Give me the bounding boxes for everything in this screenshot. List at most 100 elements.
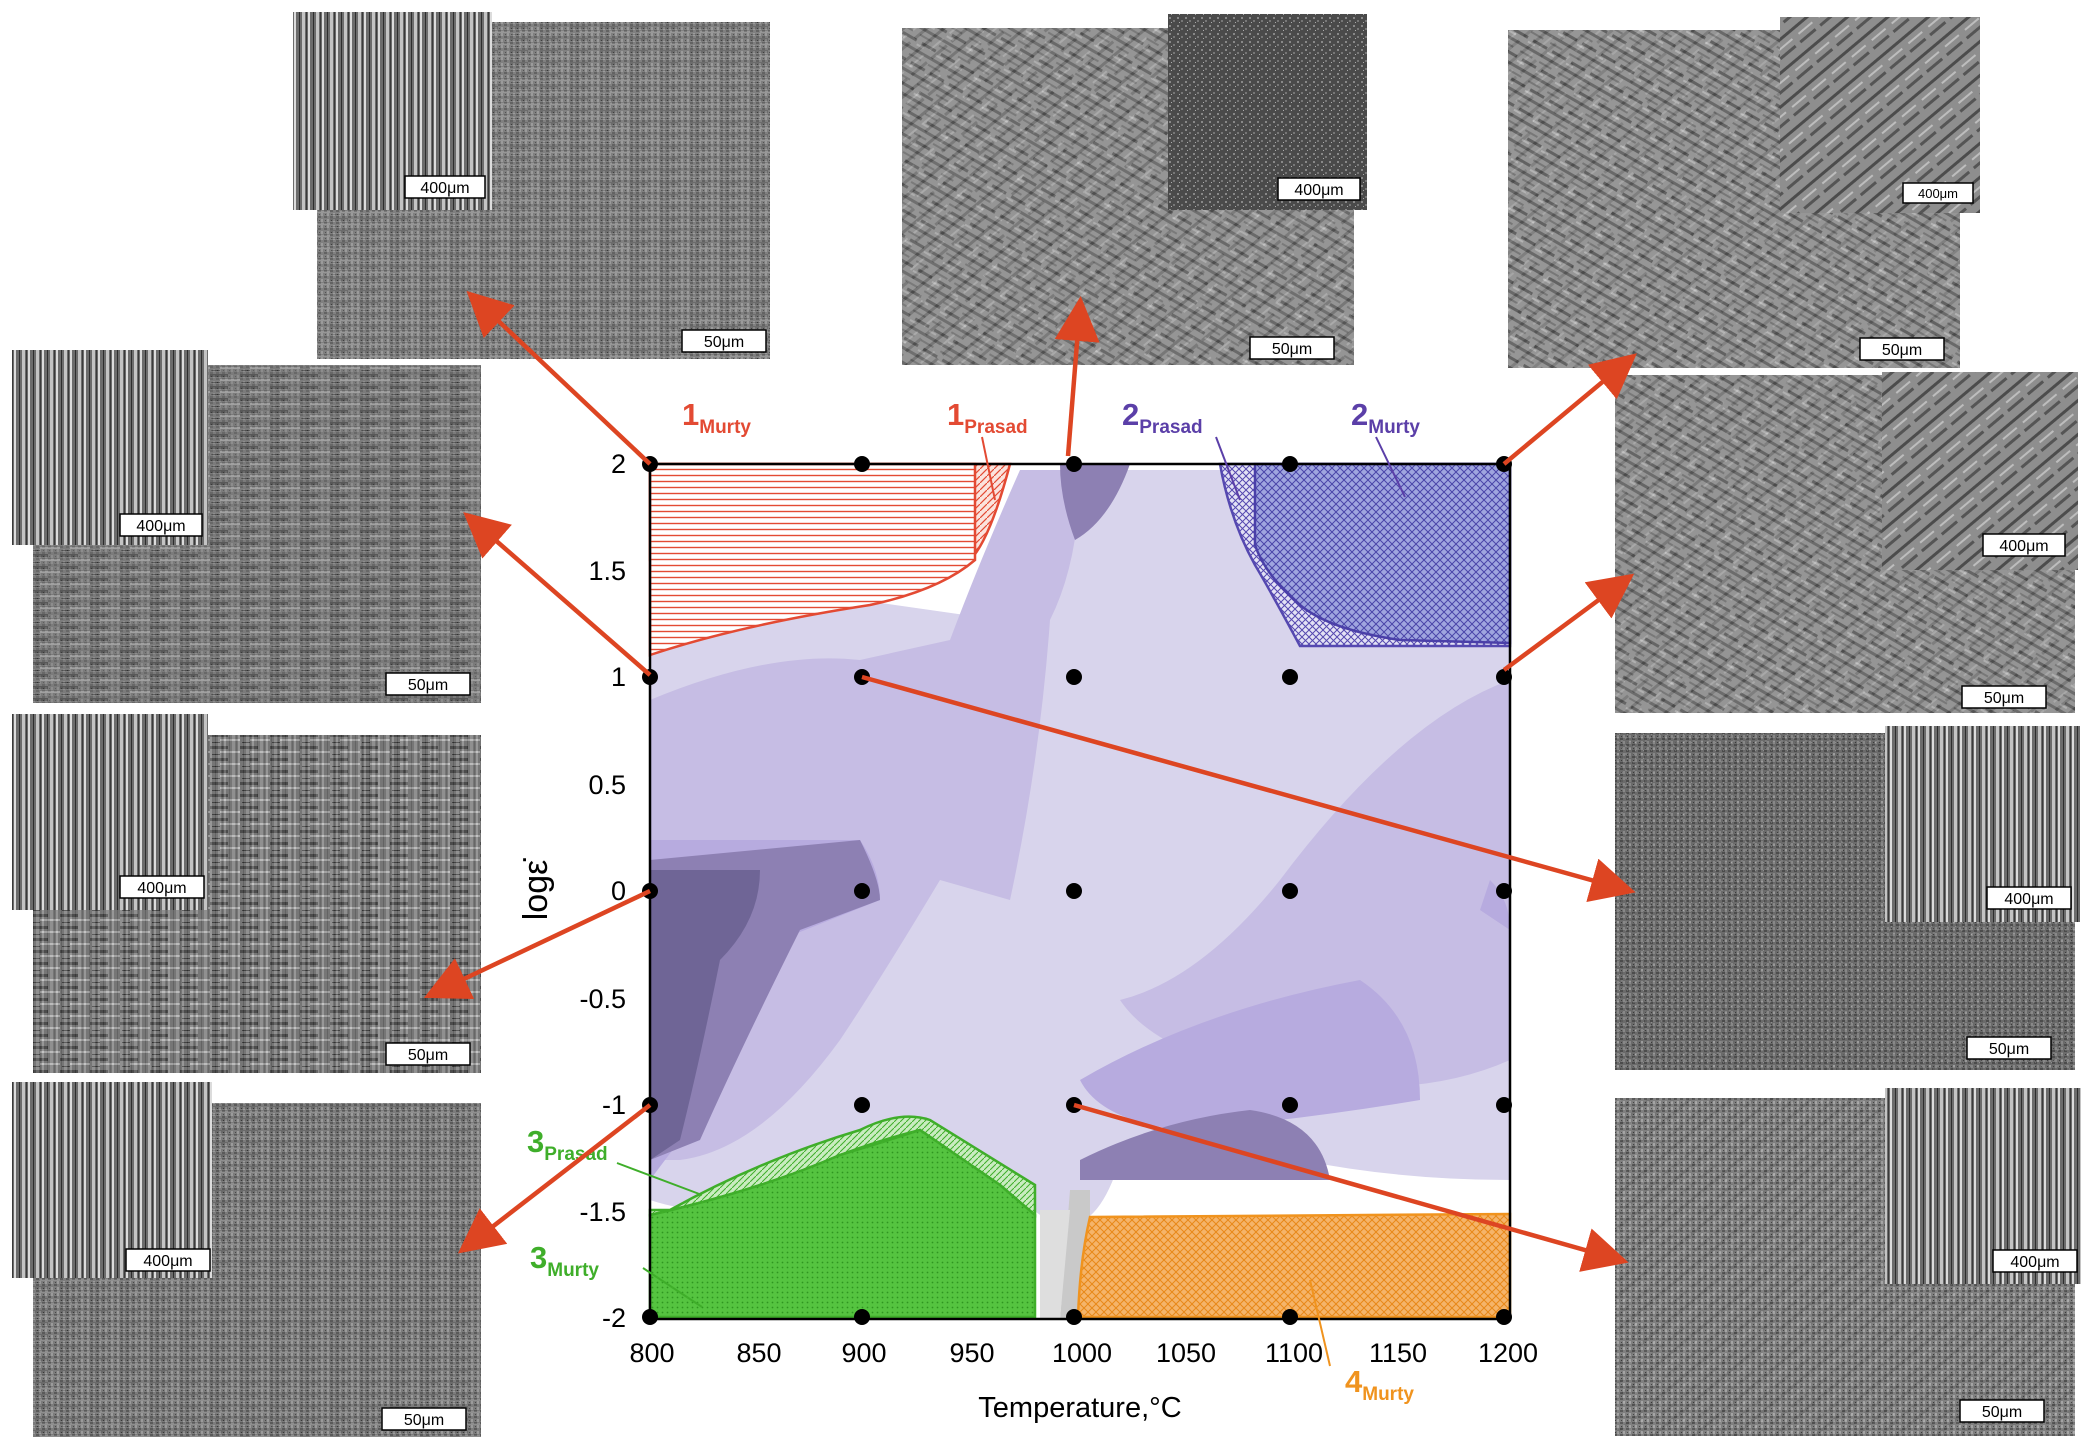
y-tick-label: 0: [611, 876, 626, 906]
label-leaders: [616, 436, 1406, 1367]
test-point: [1282, 1097, 1298, 1113]
region-label-1-murty: 1Murty: [682, 397, 751, 438]
scale-label-small: 50μm: [1984, 690, 2024, 707]
micrograph-1200C-2s: 400μm 50μm: [1508, 17, 1980, 368]
leader-2-prasad: [1215, 436, 1241, 501]
test-point: [1066, 669, 1082, 685]
y-tick-label: 1.5: [588, 556, 626, 586]
scale-label-large: 400μm: [1294, 182, 1343, 199]
x-tick-label: 1000: [1052, 1338, 1112, 1368]
scale-label-large: 400μm: [143, 1253, 192, 1270]
scale-label-large: 400μm: [420, 180, 469, 197]
x-tick-label: 1050: [1156, 1338, 1216, 1368]
y-tick-label: -0.5: [579, 984, 626, 1014]
arrow-to-micrograph: [463, 512, 652, 677]
y-axis-label: logε̇: [517, 858, 555, 921]
region-4-murty: [1076, 1212, 1512, 1319]
test-point: [854, 1309, 870, 1325]
leader-2-murty: [1375, 436, 1406, 498]
scale-label-small: 50μm: [1989, 1041, 2029, 1058]
test-point: [1496, 883, 1512, 899]
region-2-murty: [1253, 462, 1512, 645]
x-tick-label: 1150: [1369, 1338, 1427, 1368]
y-tick-label: -2: [602, 1303, 626, 1333]
micrograph-arrows: [423, 290, 1637, 1272]
test-point: [854, 883, 870, 899]
scale-label-large: 400μm: [137, 880, 186, 897]
x-tick-label: 1100: [1265, 1338, 1323, 1368]
scale-label-small: 50μm: [1272, 341, 1312, 358]
test-point: [1496, 1097, 1512, 1113]
region-label-2-murty: 2Murty: [1351, 397, 1420, 438]
test-point: [1066, 456, 1082, 472]
test-point: [854, 456, 870, 472]
micrograph-900C-1s: 400μm 50μm: [1615, 726, 2080, 1070]
arrow-to-micrograph: [1073, 1102, 1629, 1272]
contour-fills: [650, 464, 1510, 1319]
test-point: [1066, 1309, 1082, 1325]
micrograph-1000C-m1s: 400μm 50μm: [1615, 1088, 2081, 1436]
micrograph-1200C-1s: 400μm 50μm: [1615, 372, 2078, 713]
test-point: [854, 1097, 870, 1113]
scale-label-large: 400μm: [1918, 186, 1958, 201]
scale-label-large: 400μm: [136, 518, 185, 535]
x-tick-label: 900: [841, 1338, 886, 1368]
scale-label-large: 400μm: [1999, 538, 2048, 555]
scale-label-small: 50μm: [1982, 1404, 2022, 1421]
y-tick-label: -1.5: [579, 1197, 626, 1227]
arrow-to-micrograph: [423, 888, 651, 999]
x-tick-label: 950: [949, 1338, 994, 1368]
scale-label-small: 50μm: [408, 677, 448, 694]
arrow-to-micrograph: [861, 674, 1636, 903]
leader-1-prasad: [981, 436, 996, 501]
test-point: [1282, 669, 1298, 685]
leader-3-prasad: [616, 1162, 703, 1196]
region-label-2-prasad: 2Prasad: [1122, 397, 1203, 438]
scale-label-small: 50μm: [404, 1412, 444, 1429]
leader-3-murty: [642, 1267, 703, 1308]
test-point: [1282, 883, 1298, 899]
arrow-to-micrograph: [457, 1103, 652, 1254]
region-label-1-prasad: 1Prasad: [947, 397, 1028, 438]
x-tick-label: 850: [736, 1338, 781, 1368]
test-point: [642, 1309, 658, 1325]
scale-label-small: 50μm: [408, 1047, 448, 1064]
micrograph-1000C-2s: 400μm 50μm: [902, 14, 1367, 365]
micrograph-800C-1s: 400μm 50μm: [12, 350, 481, 703]
y-axis-ticks: 2 1.5 1 0.5 0 -0.5 -1 -1.5 -2: [579, 449, 626, 1333]
test-point: [1496, 669, 1512, 685]
scale-label-small: 50μm: [1882, 342, 1922, 359]
x-axis-label: Temperature,°C: [978, 1392, 1181, 1424]
processing-map: 800 850 900 950 1000 1050 1100 1150 1200…: [517, 449, 1538, 1424]
leader-4-murty: [1309, 1279, 1331, 1367]
micrograph-800C-0s: 400μm 50μm: [12, 714, 481, 1073]
x-axis-ticks: 800 850 900 950 1000 1050 1100 1150 1200: [629, 1338, 1538, 1368]
region-labels: 1Murty 1Prasad 2Prasad 2Murty 3Prasad 3M…: [527, 397, 1420, 1405]
arrow-to-micrograph: [466, 290, 652, 466]
y-tick-label: -1: [602, 1090, 626, 1120]
y-tick-label: 0.5: [588, 770, 626, 800]
region-3-murty: [648, 1128, 1037, 1319]
region-1-murty: [648, 462, 977, 657]
arrow-to-micrograph: [1054, 296, 1100, 457]
micrograph-panels: 400μm 50μm 400μm 50μm 400μm 50μm: [12, 12, 2081, 1437]
instability-regions: [648, 462, 1512, 1319]
arrow-to-micrograph: [1502, 573, 1635, 672]
region-label-4-murty: 4Murty: [1345, 1364, 1414, 1405]
y-tick-label: 1: [611, 662, 626, 692]
arrow-to-micrograph: [1502, 353, 1637, 466]
test-points: [642, 456, 1512, 1325]
test-point: [1282, 456, 1298, 472]
region-label-3-murty: 3Murty: [530, 1240, 599, 1281]
scale-label-large: 400μm: [2004, 891, 2053, 908]
scale-label-small: 50μm: [704, 334, 744, 351]
y-tick-label: 2: [611, 449, 626, 479]
test-point: [1066, 883, 1082, 899]
micrograph-800C-2s: 400μm 50μm: [293, 12, 770, 359]
micrograph-800C-m1s: 400μm 50μm: [12, 1082, 481, 1437]
x-tick-label: 800: [629, 1338, 674, 1368]
test-point: [1496, 1309, 1512, 1325]
x-tick-label: 1200: [1478, 1338, 1538, 1368]
scale-label-large: 400μm: [2010, 1254, 2059, 1271]
